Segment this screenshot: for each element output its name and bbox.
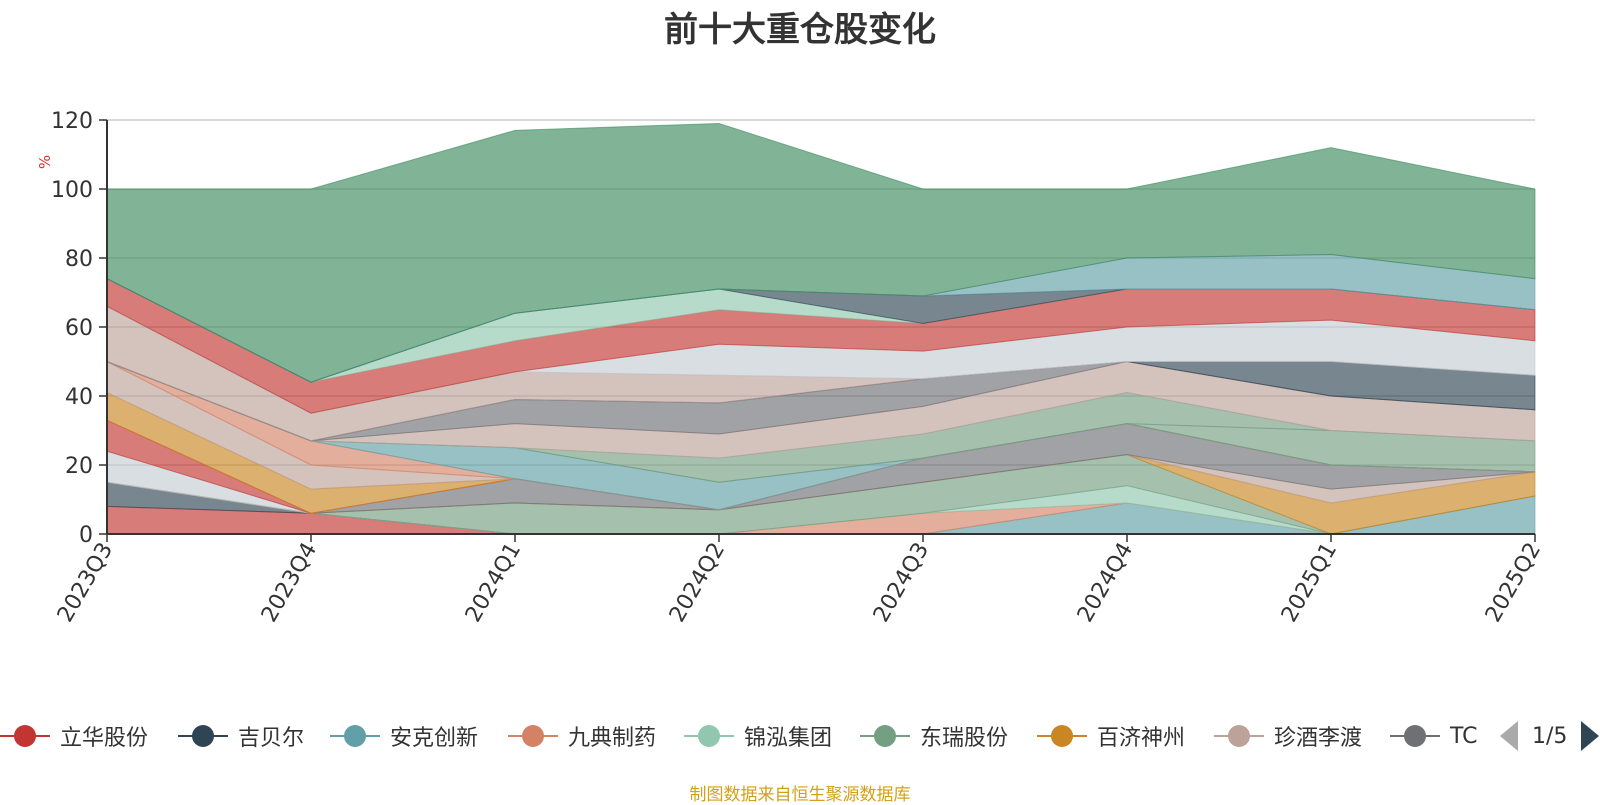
y-tick-label: 80 [65, 247, 93, 272]
y-tick-label: 20 [65, 454, 93, 479]
x-tick-label: 2023Q3 [53, 539, 118, 627]
x-tick-label: 2025Q2 [1481, 539, 1546, 627]
legend-label: 锦泓集团 [744, 726, 833, 751]
legend-next-icon[interactable] [1581, 721, 1600, 751]
legend-item[interactable]: 九典制药 [508, 718, 656, 754]
legend-item[interactable]: TC [1390, 718, 1478, 754]
legend-label: 百济神州 [1097, 726, 1186, 751]
legend-item[interactable]: 锦泓集团 [684, 718, 832, 754]
legend-marker-icon [178, 718, 228, 754]
x-tick-label: 2024Q1 [461, 539, 526, 627]
y-tick-label: 120 [51, 109, 93, 134]
legend-marker-icon [1390, 718, 1440, 754]
legend-item[interactable]: 东瑞股份 [860, 718, 1008, 754]
legend-label: 珍酒李渡 [1274, 726, 1363, 751]
chart-area: 0 20 40 60 80 100 120% 2023Q3 2023Q4 2024Q1 2024Q2… [36, 109, 1546, 627]
legend-marker-icon [330, 718, 380, 754]
y-axis-label: % [36, 155, 54, 169]
legend-pager: 1/5 [1500, 718, 1600, 754]
legend-prev-icon[interactable] [1500, 721, 1518, 751]
legend-label: 东瑞股份 [920, 726, 1009, 751]
y-tick-label: 0 [79, 523, 93, 548]
x-tick-label: 2024Q4 [1073, 539, 1138, 627]
chart-title: 前十大重仓股变化 [664, 10, 936, 50]
y-tick-label: 40 [65, 385, 93, 410]
legend-item[interactable]: 珍酒李渡 [1214, 718, 1362, 754]
legend-item[interactable]: 立华股份 [0, 718, 148, 754]
legend: 立华股份 吉贝尔 安克创新 九典制药 锦泓集团 东瑞股份 百济神州 珍酒李渡 TC [0, 718, 1600, 754]
legend-label: 九典制药 [568, 726, 657, 751]
legend-marker-icon [1037, 718, 1087, 754]
area-Series 27 [106, 122, 1536, 383]
legend-marker-icon [860, 718, 910, 754]
legend-item[interactable]: 百济神州 [1037, 718, 1185, 754]
legend-label: 吉贝尔 [238, 726, 305, 751]
x-tick-label: 2024Q2 [665, 539, 730, 627]
x-tick-label: 2025Q1 [1277, 539, 1342, 627]
legend-label: 立华股份 [60, 726, 149, 751]
legend-marker-icon [508, 718, 558, 754]
x-tick-label: 2023Q4 [257, 539, 322, 627]
legend-label: 安克创新 [390, 726, 479, 751]
source-note: 制图数据来自恒生聚源数据库 [689, 785, 911, 805]
legend-marker-icon [1214, 718, 1264, 754]
legend-page-indicator: 1/5 [1532, 723, 1568, 749]
x-tick-label: 2024Q3 [869, 539, 934, 627]
legend-item[interactable]: 安克创新 [330, 718, 478, 754]
y-tick-label: 100 [51, 178, 93, 203]
y-tick-label: 60 [65, 316, 93, 341]
legend-label: TC [1450, 723, 1478, 749]
area-series [106, 122, 1536, 535]
legend-marker-icon [684, 718, 734, 754]
legend-marker-icon [0, 718, 50, 754]
legend-item[interactable]: 吉贝尔 [178, 718, 304, 754]
